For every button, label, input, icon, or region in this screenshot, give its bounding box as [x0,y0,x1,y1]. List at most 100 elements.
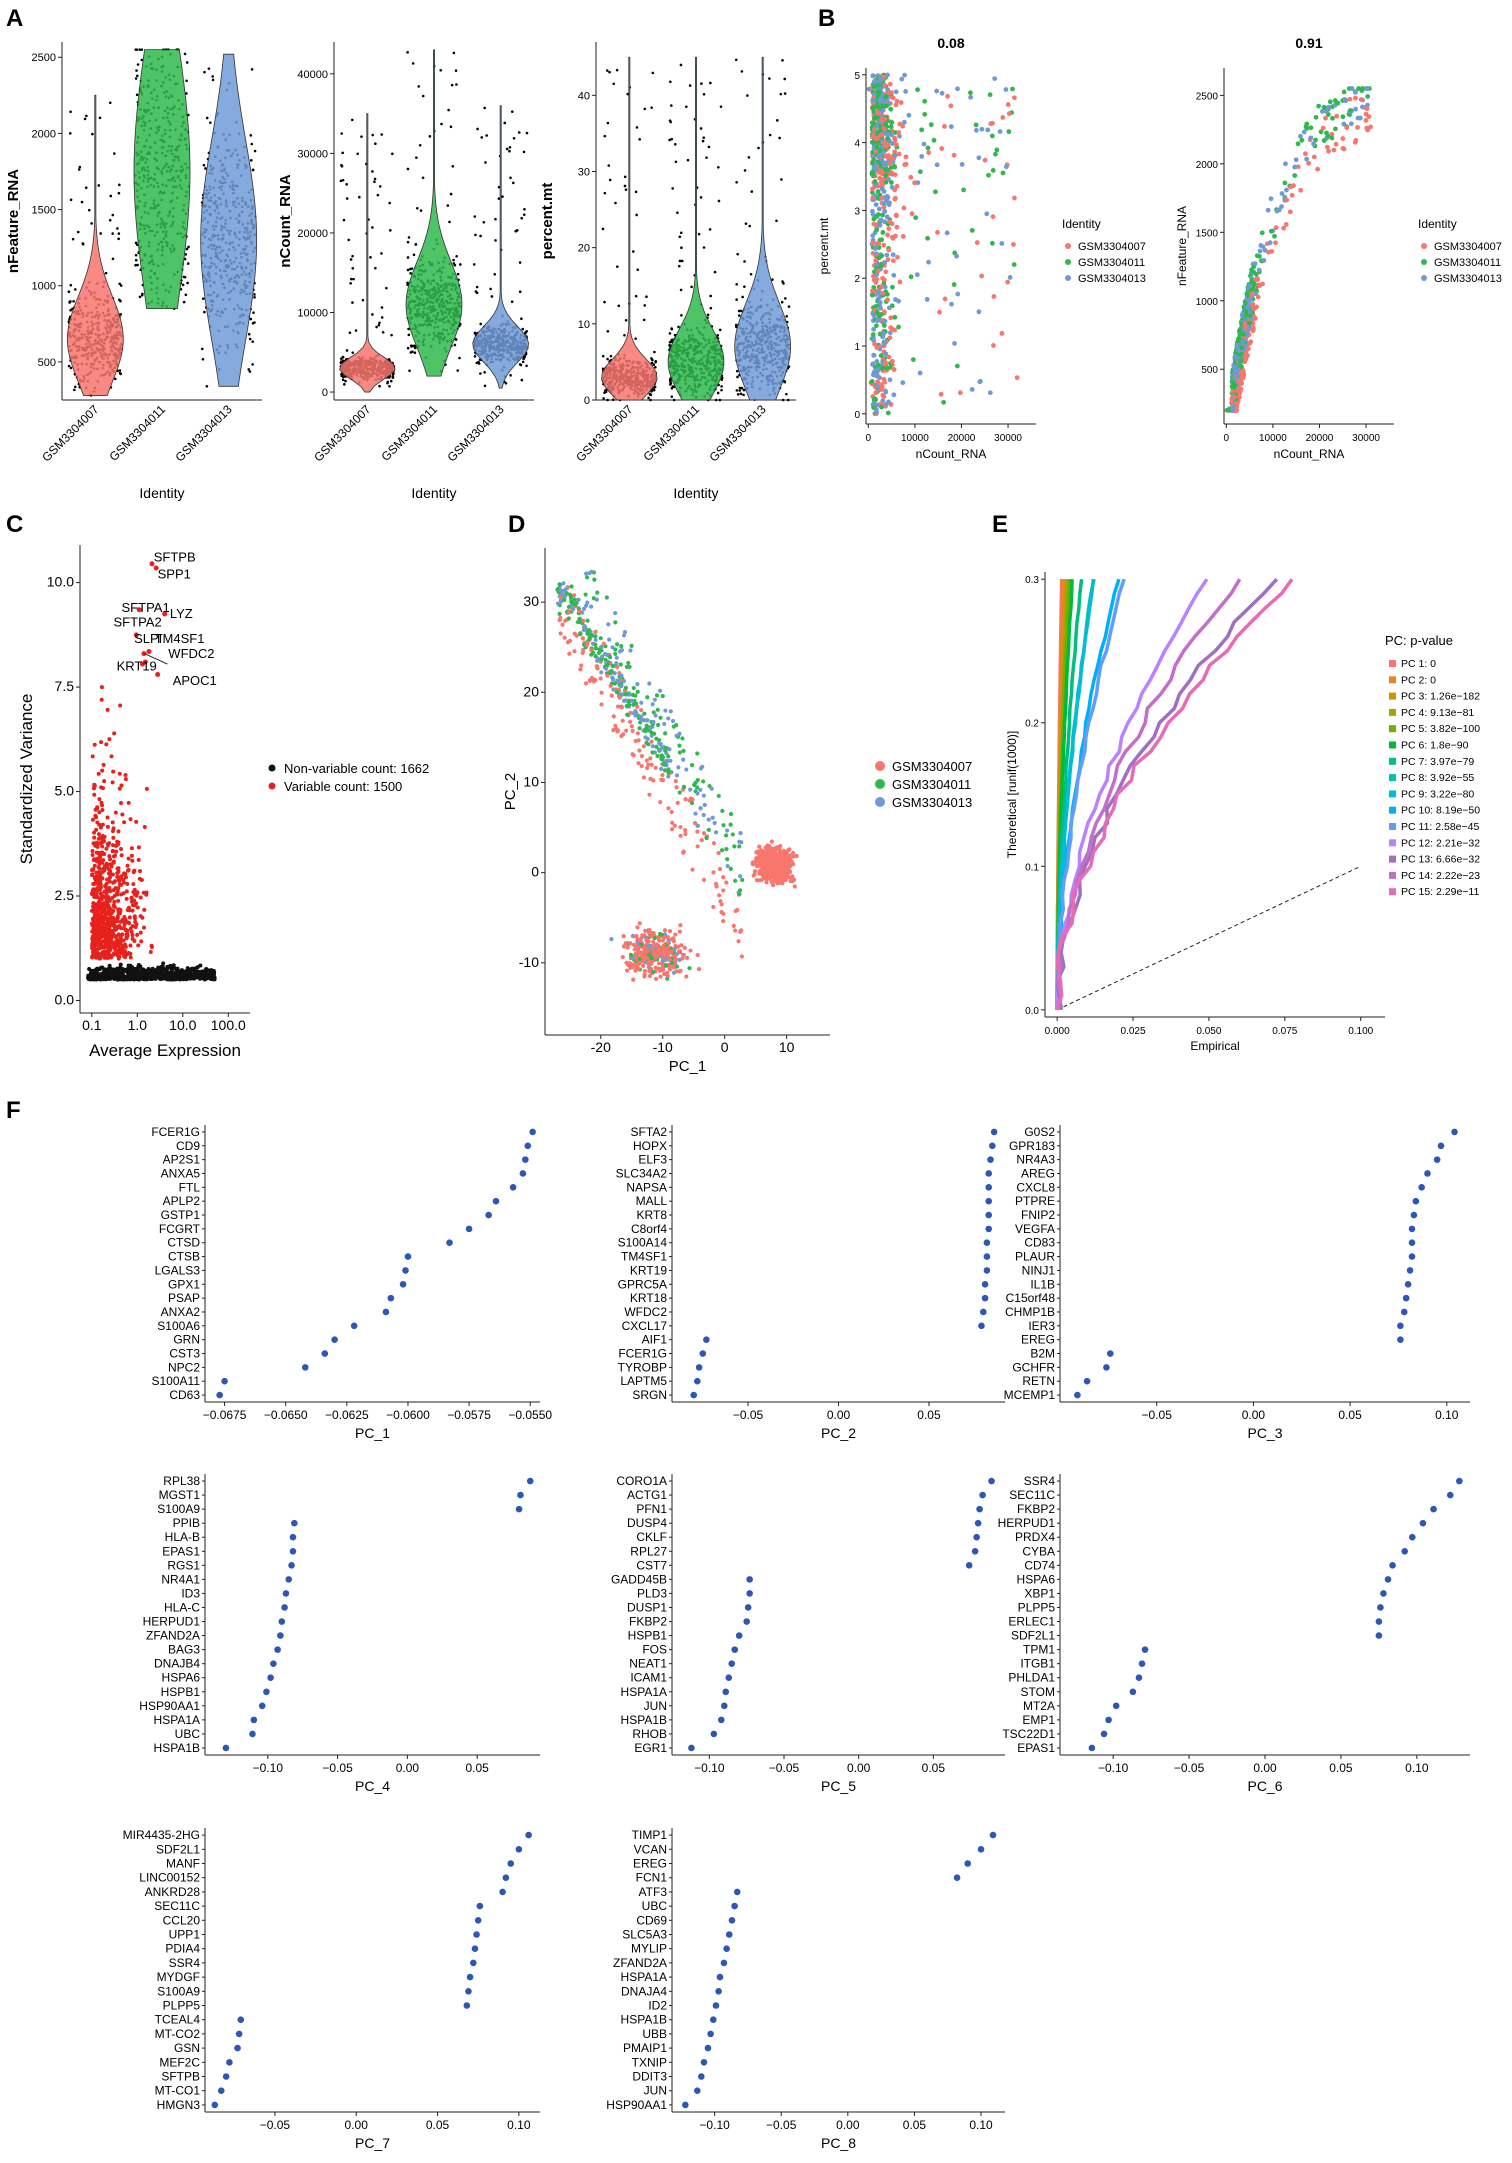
data-point [104,271,108,275]
data-point [202,297,205,301]
data-point [939,146,945,151]
data-point [944,230,950,236]
data-point [519,363,523,367]
data-point [111,213,115,217]
data-point [119,284,123,287]
data-point [483,106,486,110]
data-point [875,385,881,390]
data-point [892,164,898,170]
data-point [111,232,114,235]
data-point [706,313,710,317]
data-point [349,258,353,261]
data-point [251,363,254,366]
data-point [879,195,885,201]
data-point [873,246,879,251]
data-point [68,301,71,304]
data-point [714,398,718,402]
data-point [187,245,190,249]
data-point [1003,87,1009,92]
violin-GSM3304013 [472,105,529,389]
data-point [878,217,884,223]
data-point [780,300,784,304]
data-point [982,157,988,163]
data-point [889,184,895,190]
data-point [253,149,257,153]
data-point [959,162,965,167]
data-point [606,121,610,125]
data-point [374,266,377,270]
data-point [510,110,514,113]
data-point [876,241,881,247]
data-point [908,174,914,180]
data-point [889,358,895,364]
data-point [448,220,451,224]
data-point [884,365,890,371]
data-point [734,323,738,327]
data-point [680,259,684,263]
data-point [375,325,378,329]
data-point [136,263,139,267]
y-tick-label: 0 [322,387,328,399]
data-point [634,294,638,298]
data-point [446,204,450,207]
panel-label-b: B [818,5,835,32]
data-point [912,180,918,186]
data-point [378,384,381,388]
data-point [987,390,993,396]
data-point [874,409,879,415]
data-point [472,263,476,266]
x-axis-title: nCount_RNA [916,447,987,461]
data-point [886,226,892,232]
data-point [205,384,209,388]
data-point [941,399,947,405]
data-point [451,164,455,168]
data-point [350,277,353,281]
y-tick-label: 0 [584,395,590,407]
data-point [957,390,963,396]
data-point [108,218,112,222]
data-point [892,233,898,239]
data-point [688,84,692,87]
data-point [873,323,879,329]
data-point [747,156,751,159]
data-point [736,393,740,396]
data-point [871,405,877,410]
data-point [874,227,879,233]
data-point [938,391,944,397]
data-point [897,121,903,127]
data-point [869,292,875,298]
panel-label-d: D [508,511,525,538]
data-point [994,147,1000,153]
data-point [450,83,454,87]
data-point [743,260,746,263]
data-point [380,316,384,319]
data-point [736,252,739,256]
data-point [990,167,996,173]
data-point [677,264,681,268]
data-point [72,300,75,303]
data-point [109,194,113,198]
data-point [880,230,886,235]
data-point [888,124,894,130]
data-point [702,246,706,249]
data-point [955,291,961,297]
data-point [417,85,421,88]
y-tick-label: 2500 [32,52,56,64]
data-point [473,215,477,218]
data-point [1315,166,1320,172]
data-point [896,151,902,157]
y-tick-label: 2 [854,274,860,285]
y-tick-label: 20 [578,243,590,255]
data-point [674,143,677,146]
data-point [926,259,931,265]
data-point [136,63,140,66]
x-category-label: GSM3304011 [640,402,702,464]
data-point [702,92,706,96]
y-tick-label: 20000 [297,228,328,240]
data-point [380,252,383,255]
data-point [991,343,996,348]
data-point [942,123,947,129]
data-point [371,170,374,173]
data-point [409,351,413,354]
data-point [894,213,899,219]
